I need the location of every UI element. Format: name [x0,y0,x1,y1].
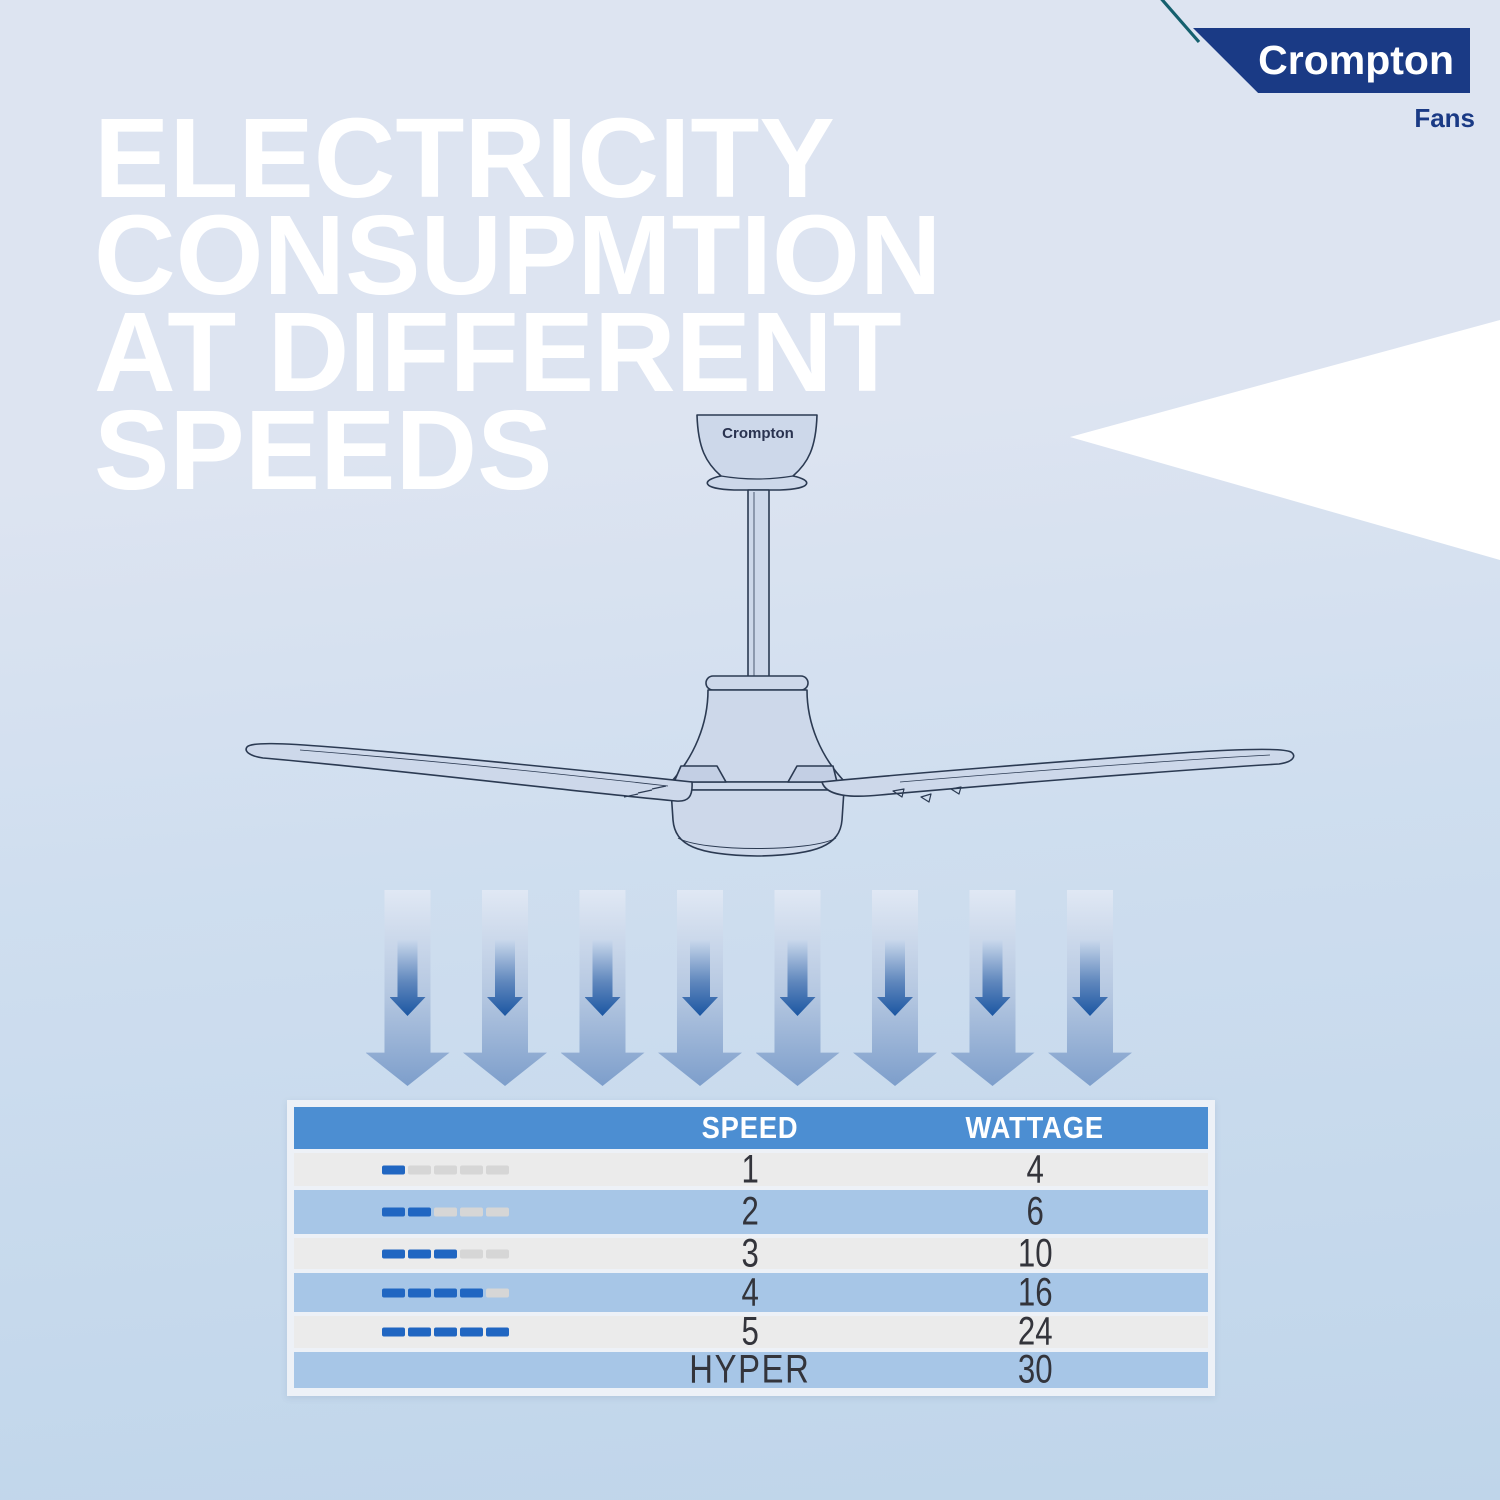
segment-inactive [486,1249,509,1258]
wattage-value: 4 [1026,1147,1044,1191]
segment-active [408,1207,431,1217]
speed-value: 5 [741,1309,759,1354]
airflow-arrow [560,890,645,1086]
fan-brand-label: Crompton [722,425,794,442]
fan-motor-mount [705,675,809,691]
segment-inactive [460,1207,483,1217]
segment-inactive [486,1207,509,1217]
fan-blade-right [821,748,1295,797]
segment-inactive [434,1207,457,1217]
segment-active [460,1327,483,1337]
segment-active [382,1327,405,1337]
table-row: HYPER 30 [294,1348,1208,1392]
speed-value: 2 [741,1189,759,1234]
airflow-arrow [463,890,547,1086]
table-row: 5 24 [294,1310,1208,1354]
logo-accent-line [1160,0,1201,44]
fan-blade-left [245,742,693,802]
segment-active [434,1288,457,1297]
speed-value: 1 [741,1147,759,1191]
segment-active [382,1288,405,1297]
page-title: ELECTRICITY CONSUPMTION AT DIFFERENT SPE… [94,95,942,513]
fan-motor-cap [670,789,845,857]
speed-value: HYPER [689,1347,811,1392]
airflow-arrow [658,890,742,1086]
segment-active [434,1249,457,1258]
airflow-arrow [950,890,1035,1086]
wattage-value: 24 [1017,1309,1053,1354]
speed-value: 4 [741,1270,759,1314]
speed-value: 3 [741,1231,759,1275]
segment-inactive [460,1249,483,1258]
fan-downrod [747,489,770,681]
title-line-1: ELECTRICITY [94,95,835,221]
wattage-value: 30 [1017,1347,1053,1392]
segment-active [408,1288,431,1297]
airflow-arrow [1048,890,1132,1086]
table-row: 3 10 [294,1231,1208,1275]
brand-logo-text: Crompton [1258,37,1454,83]
speed-level-indicator [382,1249,509,1258]
wattage-value: 10 [1017,1231,1053,1275]
column-header-wattage: WATTAGE [965,1110,1105,1145]
wattage-value: 16 [1017,1270,1053,1314]
segment-active [486,1327,509,1337]
speed-level-indicator [382,1288,509,1297]
segment-inactive [486,1288,509,1297]
segment-active [434,1327,457,1337]
column-header-speed: SPEED [701,1110,799,1145]
segment-active [460,1288,483,1297]
segment-active [408,1327,431,1337]
airflow-arrows [0,890,1500,1088]
segment-inactive [486,1165,509,1174]
segment-active [382,1249,405,1258]
table-row: 4 16 [294,1270,1208,1314]
segment-inactive [408,1165,431,1174]
segment-inactive [434,1165,457,1174]
airflow-arrow [853,890,937,1086]
table-header-row: SPEED WATTAGE [294,1107,1208,1149]
speed-level-indicator [382,1207,509,1217]
airflow-arrow [755,890,840,1086]
segment-active [382,1207,405,1217]
airflow-arrow [365,890,450,1086]
title-line-2: CONSUPMTION [94,192,942,319]
title-line-4: SPEEDS [94,386,553,513]
fan-canopy [696,414,818,491]
consumption-table: SPEED WATTAGE 1 4 2 6 3 10 4 16 5 24 HYPER 30 [287,1100,1215,1396]
segment-active [408,1249,431,1258]
segment-inactive [460,1165,483,1174]
speed-level-indicator [382,1327,509,1337]
brand-sub-label: Fans [1414,103,1475,133]
segment-active [382,1165,405,1174]
speed-level-indicator [382,1165,509,1174]
title-line-3: AT DIFFERENT [94,289,902,416]
wattage-value: 6 [1026,1189,1044,1234]
